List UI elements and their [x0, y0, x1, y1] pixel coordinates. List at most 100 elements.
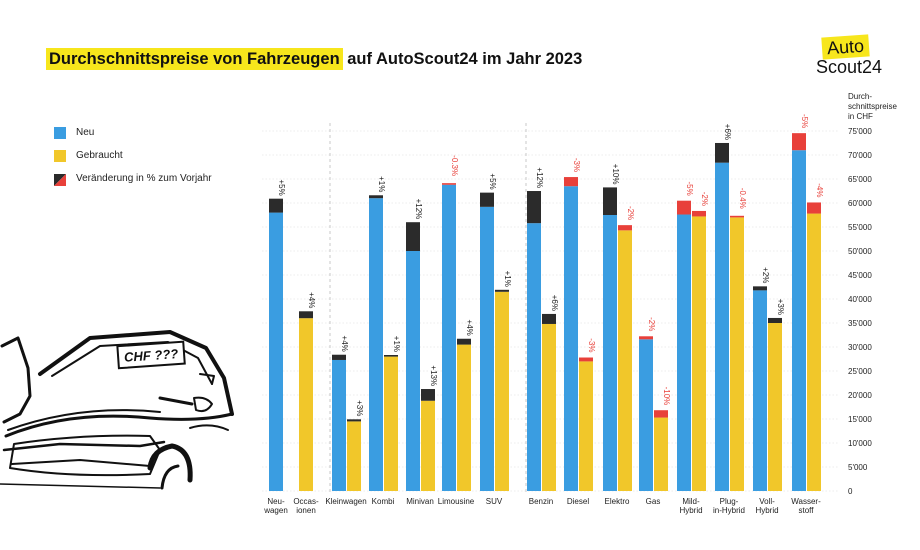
change-label: -2% [647, 317, 656, 331]
bar-used [768, 323, 782, 491]
change-label: -3% [572, 158, 581, 172]
bar-used [299, 318, 313, 491]
change-segment [792, 133, 806, 151]
y-tick-label: 0 [848, 487, 853, 496]
change-label: -4% [815, 183, 824, 197]
bar-used [542, 323, 556, 491]
change-segment [495, 289, 509, 292]
change-label: -3% [587, 338, 596, 352]
legend-label-new: Neu [76, 127, 95, 138]
bar-used [495, 291, 509, 491]
change-label: +6% [723, 124, 732, 140]
change-label: +3% [776, 299, 785, 315]
change-label: +1% [392, 336, 401, 352]
bar-new [527, 223, 541, 491]
bar-new [332, 359, 346, 491]
y-tick-label: 5'000 [848, 463, 868, 472]
y-tick-label: 10'000 [848, 439, 872, 448]
category-label: Minivan [406, 497, 434, 506]
bar-used [654, 417, 668, 491]
legend-swatch-change [54, 173, 66, 186]
change-label: -5% [800, 114, 809, 128]
change-segment [564, 177, 578, 187]
change-label: +12% [535, 167, 544, 188]
bar-new [677, 214, 691, 491]
car-sketch-illustration: CHF ??? [0, 330, 234, 490]
change-label: +13% [429, 365, 438, 386]
change-label: -2% [700, 192, 709, 206]
bar-used [730, 217, 744, 491]
change-label: +5% [488, 173, 497, 189]
legend: Neu Gebraucht Veränderung in % zum Vorja… [54, 126, 212, 195]
change-segment [542, 313, 556, 324]
bar-used [807, 213, 821, 491]
bar-used [457, 344, 471, 491]
change-segment [692, 210, 706, 217]
change-label: +3% [355, 400, 364, 416]
legend-label-change: Veränderung in % zum Vorjahr [76, 173, 212, 184]
bar-used [421, 400, 435, 491]
legend-item-change: Veränderung in % zum Vorjahr [54, 172, 212, 186]
price-sign-text: CHF ??? [124, 346, 179, 365]
change-label: +10% [611, 164, 620, 185]
change-segment [369, 195, 383, 199]
y-tick-label: 40'000 [848, 295, 872, 304]
y-tick-label: 50'000 [848, 247, 872, 256]
change-label: +1% [503, 271, 512, 287]
price-sign [116, 340, 186, 370]
y-tick-label: 55'000 [848, 223, 872, 232]
change-segment [299, 311, 313, 319]
category-label: Neu-wagen [263, 497, 288, 515]
y-tick-label: 70'000 [848, 151, 872, 160]
change-label: +6% [550, 295, 559, 311]
y-tick-label: 15'000 [848, 415, 872, 424]
bar-new [442, 184, 456, 491]
change-segment [654, 410, 668, 418]
change-label: +1% [377, 176, 386, 192]
y-tick-label: 30'000 [848, 343, 872, 352]
category-label: Wasser-stoff [791, 497, 821, 515]
category-label: Benzin [529, 497, 553, 506]
change-segment [442, 183, 456, 185]
category-label: Gas [646, 497, 661, 506]
change-segment [384, 355, 398, 357]
change-segment [406, 222, 420, 251]
y-tick-label: 65'000 [848, 175, 872, 184]
category-label: SUV [486, 497, 503, 506]
change-label: -0.3% [450, 155, 459, 176]
legend-item-new: Neu [54, 126, 212, 139]
title-rest: auf AutoScout24 im Jahr 2023 [342, 50, 583, 68]
y-axis-label: Durch-schnittspreise in CHF [848, 92, 897, 121]
category-label: Kombi [372, 497, 395, 506]
legend-item-used: Gebraucht [54, 149, 212, 162]
change-segment [618, 225, 632, 231]
legend-label-used: Gebraucht [76, 150, 123, 161]
category-label: Plug-in-Hybrid [713, 497, 745, 515]
bar-used [618, 230, 632, 492]
bar-new [792, 150, 806, 491]
autoscout24-logo: Auto Scout24 [812, 34, 884, 80]
change-label: -5% [685, 181, 694, 195]
bar-new [715, 162, 729, 491]
y-tick-label: 25'000 [848, 367, 872, 376]
change-label: -10% [662, 387, 671, 406]
change-segment [332, 354, 346, 360]
change-label: +2% [761, 267, 770, 283]
change-segment [753, 286, 767, 291]
y-tick-label: 45'000 [848, 271, 872, 280]
y-tick-label: 60'000 [848, 199, 872, 208]
category-label: Voll-Hybrid [755, 497, 778, 515]
change-segment [480, 192, 494, 207]
change-label: +4% [465, 320, 474, 336]
bar-new [639, 339, 653, 491]
change-segment [421, 389, 435, 401]
bar-new [753, 290, 767, 491]
change-segment [715, 142, 729, 163]
y-tick-label: 35'000 [848, 319, 872, 328]
change-segment [603, 187, 617, 215]
title-highlight: Durchschnittspreise von Fahrzeugen [46, 48, 343, 70]
change-segment [579, 357, 593, 362]
category-label: Elektro [605, 497, 630, 506]
change-label: +12% [414, 199, 423, 220]
